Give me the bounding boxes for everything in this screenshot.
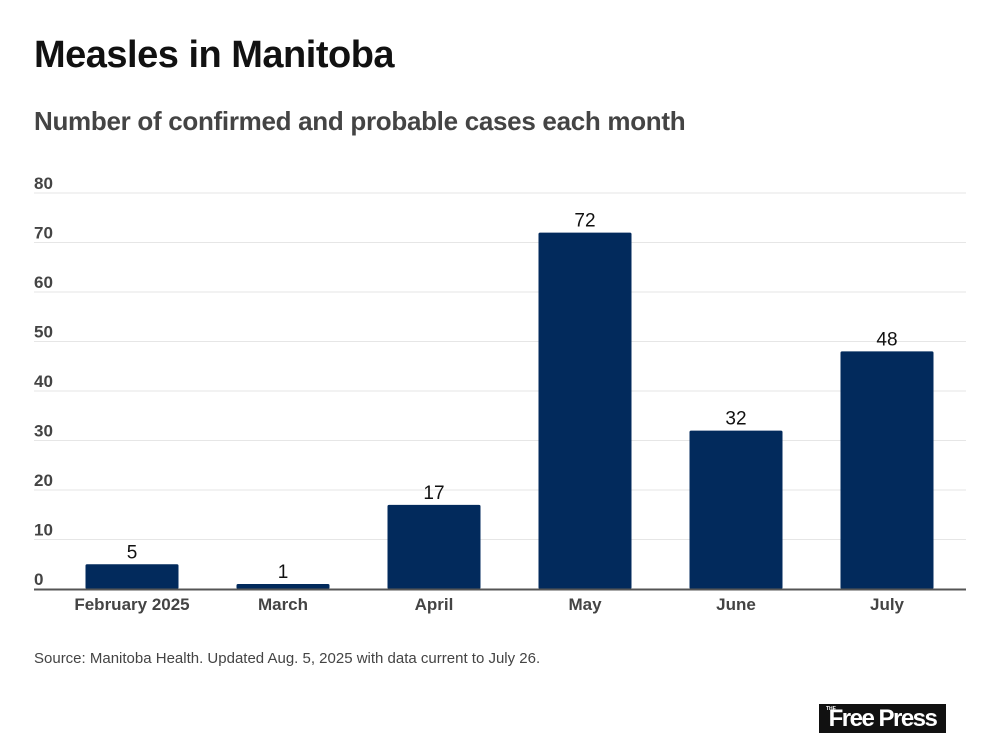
bar-chart: 0 10 20 30 40 50 60 70 80 5 1 17 72 32 48 February 20…: [34, 174, 966, 614]
source-note: Source: Manitoba Health. Updated Aug. 5,…: [34, 650, 541, 667]
y-tick-label: 80: [34, 174, 53, 193]
bar: [538, 232, 632, 589]
free-press-logo: THE Free Press: [819, 704, 946, 733]
data-label: 72: [574, 211, 595, 232]
y-tick-label: 60: [34, 273, 53, 292]
y-tick-label: 20: [34, 471, 53, 490]
chart-subtitle: Number of confirmed and probable cases e…: [34, 106, 686, 136]
gridlines: [34, 192, 966, 540]
y-tick-label: 10: [34, 521, 53, 540]
bar: [840, 351, 934, 589]
y-tick-label: 50: [34, 323, 53, 342]
bar: [689, 430, 783, 589]
data-label: 17: [423, 483, 444, 504]
bar: [387, 504, 481, 589]
x-tick-label: March: [258, 595, 308, 614]
data-labels: 5 1 17 72 32 48: [127, 211, 898, 583]
data-label: 48: [876, 329, 897, 350]
y-tick-label: 70: [34, 224, 53, 243]
logo-the-text: THE: [826, 706, 836, 712]
x-tick-label: June: [716, 595, 756, 614]
bar: [85, 564, 179, 589]
data-label: 1: [278, 562, 289, 583]
data-label: 5: [127, 542, 138, 563]
x-tick-label: April: [415, 595, 454, 614]
chart-title: Measles in Manitoba: [34, 34, 395, 76]
logo-text: Free Press: [828, 704, 938, 732]
y-axis-tick-labels: 0 10 20 30 40 50 60 70 80: [34, 174, 53, 589]
data-label: 32: [725, 409, 746, 430]
y-tick-label: 40: [34, 372, 53, 391]
x-axis-tick-labels: February 2025 March April May June July: [74, 595, 904, 614]
x-tick-label: July: [870, 595, 905, 614]
x-tick-label: May: [568, 595, 602, 614]
x-tick-label: February 2025: [74, 595, 189, 614]
y-tick-label: 0: [34, 570, 43, 589]
bars: [85, 232, 934, 589]
y-tick-label: 30: [34, 422, 53, 441]
bar: [236, 584, 330, 589]
